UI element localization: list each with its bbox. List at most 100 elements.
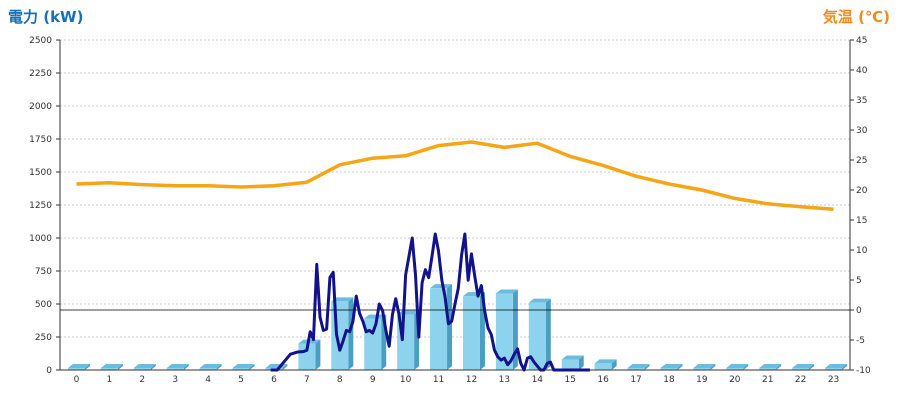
bar-top	[627, 364, 650, 368]
right-tick-label: 15	[856, 216, 867, 226]
right-tick-label: 20	[856, 186, 868, 196]
left-tick-label: 2250	[29, 69, 52, 79]
bar-top	[759, 364, 782, 368]
power-line	[270, 232, 590, 372]
right-tick-label: -10	[856, 366, 871, 376]
bar-side	[216, 364, 222, 370]
bar-side	[743, 364, 749, 370]
temperature-line	[76, 140, 834, 211]
bar-side	[447, 284, 453, 370]
x-tick-label: 11	[433, 375, 444, 385]
left-tick-label: 750	[35, 267, 52, 277]
left-tick-label: 250	[35, 333, 52, 343]
right-tick-label: -5	[856, 336, 865, 346]
bar	[528, 302, 546, 370]
bar-top	[430, 284, 453, 289]
x-tick-label: 23	[828, 375, 839, 385]
x-tick-label: 5	[238, 375, 244, 385]
x-tick-label: 17	[630, 375, 641, 385]
bar-side	[183, 364, 189, 370]
bar-top	[660, 364, 683, 368]
bar-side	[677, 364, 683, 370]
right-tick-label: 10	[856, 246, 868, 256]
bar	[232, 368, 250, 370]
bar-side	[809, 364, 815, 370]
x-tick-label: 3	[172, 375, 178, 385]
bar	[67, 368, 85, 370]
bar-top	[726, 364, 749, 368]
left-tick-label: 0	[46, 366, 52, 376]
bar-side	[315, 339, 321, 370]
bar-top	[792, 364, 815, 368]
x-tick-label: 14	[532, 375, 544, 385]
bar	[726, 368, 744, 370]
x-tick-label: 15	[564, 375, 575, 385]
x-tick-label: 9	[370, 375, 376, 385]
bar	[100, 368, 118, 370]
x-tick-label: 18	[663, 375, 675, 385]
bar-top	[825, 364, 848, 368]
x-tick-label: 19	[696, 375, 708, 385]
bar-top	[364, 314, 387, 319]
x-tick-label: 7	[304, 375, 310, 385]
bar-side	[578, 355, 584, 370]
bar	[627, 368, 645, 370]
right-tick-label: 40	[856, 66, 868, 76]
bar	[133, 368, 151, 370]
bar	[364, 318, 382, 370]
left-axis-title: 電力 (kW)	[8, 8, 84, 26]
right-tick-label: 30	[856, 126, 868, 136]
bar-side	[842, 364, 848, 370]
left-tick-label: 2000	[29, 102, 52, 112]
bar	[759, 368, 777, 370]
x-tick-label: 1	[107, 375, 113, 385]
bar-top	[561, 355, 584, 360]
bar-side	[644, 364, 650, 370]
bar-top	[100, 364, 123, 368]
bar	[495, 293, 513, 370]
bar-side	[282, 364, 288, 370]
bar	[825, 368, 843, 370]
bar	[166, 368, 184, 370]
x-tick-label: 2	[139, 375, 145, 385]
bar-top	[166, 364, 189, 368]
bar-top	[495, 289, 518, 294]
bar-side	[776, 364, 782, 370]
bar	[430, 288, 448, 370]
x-tick-label: 10	[400, 375, 412, 385]
bar	[594, 363, 612, 370]
bar-side	[117, 364, 123, 370]
bar-top	[133, 364, 156, 368]
right-tick-label: 5	[856, 276, 862, 286]
bar-top	[528, 298, 551, 303]
bar-side	[249, 364, 255, 370]
right-tick-label: 0	[856, 306, 862, 316]
right-tick-label: 25	[856, 156, 867, 166]
x-tick-label: 22	[795, 375, 806, 385]
right-axis-title: 気温 (℃)	[822, 8, 890, 26]
bar-top	[693, 364, 716, 368]
bar-side	[545, 298, 551, 370]
x-tick-label: 4	[205, 375, 211, 385]
left-tick-label: 1500	[29, 168, 52, 178]
x-tick-label: 16	[597, 375, 609, 385]
bar	[561, 359, 579, 370]
bar	[462, 296, 480, 370]
bar-side	[84, 364, 90, 370]
left-tick-label: 1000	[29, 234, 52, 244]
bar-side	[348, 297, 354, 370]
bar-side	[710, 364, 716, 370]
left-tick-label: 1750	[29, 135, 52, 145]
bar-top	[199, 364, 222, 368]
bar	[792, 368, 810, 370]
x-tick-label: 0	[74, 375, 80, 385]
bar-top	[67, 364, 90, 368]
bar	[660, 368, 678, 370]
x-tick-label: 13	[499, 375, 510, 385]
x-tick-label: 12	[466, 375, 477, 385]
x-tick-label: 20	[729, 375, 741, 385]
x-tick-label: 8	[337, 375, 343, 385]
bar	[199, 368, 217, 370]
left-tick-label: 2500	[29, 36, 52, 46]
